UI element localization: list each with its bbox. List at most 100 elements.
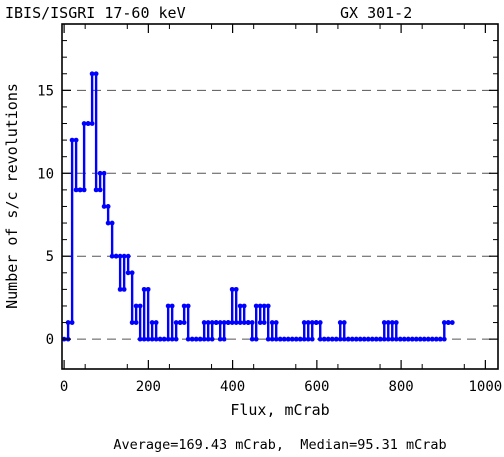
data-point-56-start	[285, 336, 291, 342]
data-point-15-start	[121, 253, 127, 259]
data-point-17-start	[129, 320, 135, 325]
series-layer	[61, 71, 455, 342]
data-point-24-start	[157, 336, 163, 342]
data-point-20-start	[141, 286, 147, 292]
data-point-5-start	[81, 121, 87, 126]
data-point-38-end	[217, 320, 223, 325]
data-point-13-end	[117, 253, 123, 259]
data-point-40-start	[221, 320, 227, 325]
x-tick-label-600: 600	[304, 379, 329, 395]
data-point-70-start	[341, 336, 347, 342]
data-point-34-end	[201, 336, 207, 342]
data-point-37-start	[209, 320, 215, 325]
data-point-2-end	[73, 137, 79, 143]
data-point-57-start	[289, 336, 295, 342]
data-point-45-start	[241, 320, 247, 325]
data-point-52-start	[269, 320, 275, 325]
data-point-14-start	[117, 286, 123, 292]
data-point-82-start	[389, 320, 395, 325]
data-point-47-start	[249, 336, 255, 342]
y-tick-label-0: 0	[46, 332, 54, 348]
data-point-80-start	[381, 320, 387, 325]
data-point-8-end	[97, 187, 103, 193]
x-axis-label: Flux, mCrab	[230, 401, 329, 419]
data-point-32-start	[189, 336, 195, 342]
axis-ticks: 0 200 400 600 800 1000 0 5 10 15	[37, 24, 502, 395]
data-point-29-end	[181, 320, 187, 325]
data-point-10-end	[105, 204, 111, 209]
data-point-69-end	[341, 320, 347, 325]
data-point-81-start	[385, 336, 391, 342]
data-point-79-end	[381, 336, 387, 342]
data-point-41-end	[229, 320, 235, 325]
data-point-46-start	[245, 320, 251, 325]
y-tick-label-10: 10	[37, 166, 54, 182]
data-point-8-start	[93, 187, 99, 193]
y-tick-label-15: 15	[37, 83, 54, 99]
data-point-89-start	[417, 336, 423, 342]
data-point-22-end	[153, 320, 159, 325]
data-point-59-end	[301, 336, 307, 342]
data-point-58-start	[293, 336, 299, 342]
data-point-11-start	[105, 220, 111, 226]
data-point-71-start	[345, 336, 351, 342]
data-point-54-start	[277, 336, 283, 342]
y-axis-label: Number of s/c revolutions	[3, 83, 21, 309]
data-point-81-end	[389, 336, 395, 342]
data-point-13-start	[113, 253, 119, 259]
histogram-series-0	[64, 72, 453, 341]
data-point-16-end	[129, 270, 135, 276]
data-point-14-end	[121, 286, 127, 292]
x-tick-label-0: 0	[60, 379, 68, 395]
data-point-4-start	[77, 187, 83, 193]
data-point-10-start	[101, 204, 107, 209]
data-point-6-end	[89, 121, 95, 126]
data-point-31-start	[185, 336, 191, 342]
data-point-7-start	[89, 71, 95, 77]
data-point-48-end	[257, 303, 263, 309]
data-point-73-start	[353, 336, 359, 342]
data-point-11-end	[109, 220, 115, 226]
data-point-68-start	[333, 336, 339, 342]
data-point-72-start	[349, 336, 355, 342]
data-point-60-end	[305, 320, 311, 325]
data-point-6-start	[85, 121, 91, 126]
chart-title-right: GX 301-2	[340, 4, 412, 22]
data-point-87-start	[409, 336, 415, 342]
data-point-19-end	[141, 336, 147, 342]
data-point-30-end	[185, 303, 191, 309]
data-point-50-end	[265, 303, 271, 309]
data-point-38-start	[213, 320, 219, 325]
data-point-53-start	[273, 336, 279, 342]
data-point-65-start	[321, 336, 327, 342]
data-point-77-start	[369, 336, 375, 342]
data-point-35-end	[205, 320, 211, 325]
data-point-44-start	[237, 303, 243, 309]
data-point-79-start	[377, 336, 383, 342]
data-point-9-start	[97, 170, 103, 176]
data-point-35-start	[201, 320, 207, 325]
data-point-20-end	[145, 286, 151, 292]
data-point-27-end	[173, 336, 179, 342]
data-point-17-end	[133, 320, 139, 325]
data-point-29-start	[177, 320, 183, 325]
data-point-95-start	[441, 320, 447, 325]
x-tick-label-400: 400	[220, 379, 245, 395]
data-point-12-start	[109, 253, 115, 259]
data-point-21-end	[149, 336, 155, 342]
data-point-2-start	[69, 137, 75, 143]
data-point-18-start	[133, 303, 139, 309]
data-point-51-end	[269, 336, 275, 342]
data-point-21-start	[145, 336, 151, 342]
data-point-7-end	[93, 71, 99, 77]
footer-stats: Average=169.43 mCrab, Median=95.31 mCrab	[113, 437, 446, 453]
data-point-26-start	[165, 303, 171, 309]
data-point-27-start	[169, 336, 175, 342]
data-point-25-end	[165, 336, 171, 342]
data-point-85-start	[401, 336, 407, 342]
data-point-41-start	[225, 320, 231, 325]
x-tick-label-1000: 1000	[469, 379, 503, 395]
data-point-47-end	[253, 336, 259, 342]
data-point-52-end	[273, 320, 279, 325]
